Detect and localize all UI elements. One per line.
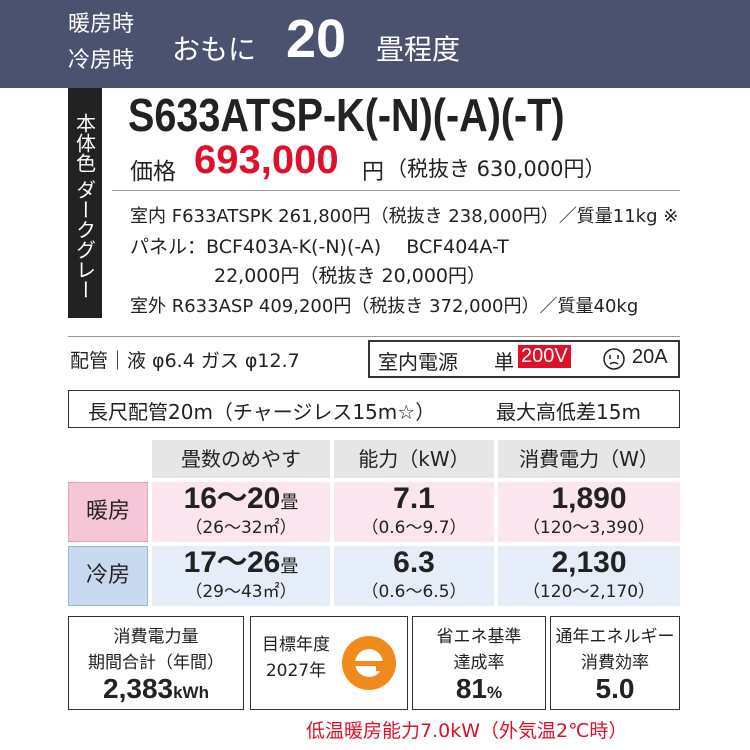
rating-label: 目標年度 [262,635,330,655]
max-height: 最大高低差15m [496,400,641,424]
component-line: 室外 R633ASP 409,200円（税抜き 372,000円）／質量40kg [130,296,639,317]
rating-value-wrap: 81% [412,672,546,710]
cell-value: 2,130 [551,546,627,579]
cell-value: 1,890 [551,482,627,515]
cell-bg [334,546,494,606]
rating-value-wrap: 5.0 [550,672,680,710]
table-header: 畳数のめやす [152,440,330,478]
power-current: 20A [632,346,668,368]
row-mode: 暖房 [68,482,148,542]
rating-box [412,616,546,710]
price-unit: 円 [362,160,385,185]
mode-heat: 暖房時 [68,12,135,37]
rating-box [250,616,408,710]
body-color: 本体色 ダークグレー [68,88,102,318]
rating-value-wrap: 2,383kWh [68,672,244,710]
cell-main: 1,890 [498,482,680,516]
long-piping: 長尺配管20m（チャージレス15m☆） [88,400,436,424]
power-phase: 単 [494,350,514,374]
cell-range: （120～3,390） [522,518,656,538]
rating-label: 省エネ基準 [436,627,522,647]
cell-main: 2,130 [498,546,680,580]
cell-value: 17～26 [183,546,281,579]
rating-label: 2027年 [265,661,327,681]
cell-range: （29～43㎡） [185,582,297,602]
divider [68,336,680,337]
table-header: 消費電力（W） [498,440,680,478]
table-header: 能力（kW） [334,440,494,478]
room-size: 20 [286,9,347,69]
cell-range: （0.6～9.7） [361,518,467,538]
rating-label: 期間合計（年間） [88,653,224,673]
cell-range: （26～32㎡） [185,518,297,538]
cell-bg [498,546,680,606]
cell-unit: 畳 [280,492,299,513]
piping-box [68,390,680,428]
piping: 配管｜液 φ6.4 ガス φ12.7 [70,350,300,372]
header-bar [0,0,750,88]
size-prefix: おもに [172,33,257,66]
plug-icon [603,348,625,370]
cell-main: 6.3 [334,546,494,580]
rating-label: 消費電力量 [113,627,199,647]
cell-bg [334,482,494,542]
rating-label: 達成率 [453,653,505,673]
rating-value: 2,383 [103,673,174,704]
row-mode: 冷房 [68,546,148,606]
rating-label: 通年エネルギー [555,627,675,647]
power-box [368,340,680,378]
model-name: S633ATSP-K(-N)(-A)(-T) [128,89,565,141]
cell-bg [152,546,330,606]
cell-main: 16～20畳 [152,482,330,516]
cell-range: （0.6～6.5） [361,582,467,602]
cell-unit: 畳 [280,556,299,577]
cell-value: 6.3 [393,546,435,579]
cell-value: 16～20 [183,482,281,515]
cell-bg [498,482,680,542]
divider [112,190,680,191]
rating-box [550,616,680,710]
price-value: 693,000 [194,138,339,182]
size-suffix: 畳程度 [376,33,461,66]
footnote: 低温暖房能力7.0kW（外気温2℃時） [306,720,628,742]
power-label: 室内電源 [378,350,458,374]
cell-value: 7.1 [393,482,435,515]
rating-unit: kWh [173,683,209,702]
cell-range: （120～2,170） [522,582,656,602]
mode-cool: 冷房時 [68,48,135,73]
rating-label: 消費効率 [581,653,649,673]
component-line: 室内 F633ATSPK 261,800円（税抜き 238,000円）／質量11… [130,206,679,227]
price-label: 価格 [130,159,176,185]
cell-main: 17～26畳 [152,546,330,580]
price-tax-excluded: （税抜き 630,000円） [386,157,606,181]
rating-box [68,616,244,710]
power-voltage: 200V [518,345,571,368]
rating-value: 81 [455,673,488,704]
component-line: パネル：BCF403A-K(-N)(-A) BCF404A-T [130,236,509,258]
component-line: 22,000円（税抜き 20,000円） [214,265,487,287]
cell-main: 7.1 [334,482,494,516]
rating-unit: % [487,683,503,702]
rating-value: 5.0 [595,673,635,704]
cell-bg [152,482,330,542]
energy-mark [342,636,396,690]
